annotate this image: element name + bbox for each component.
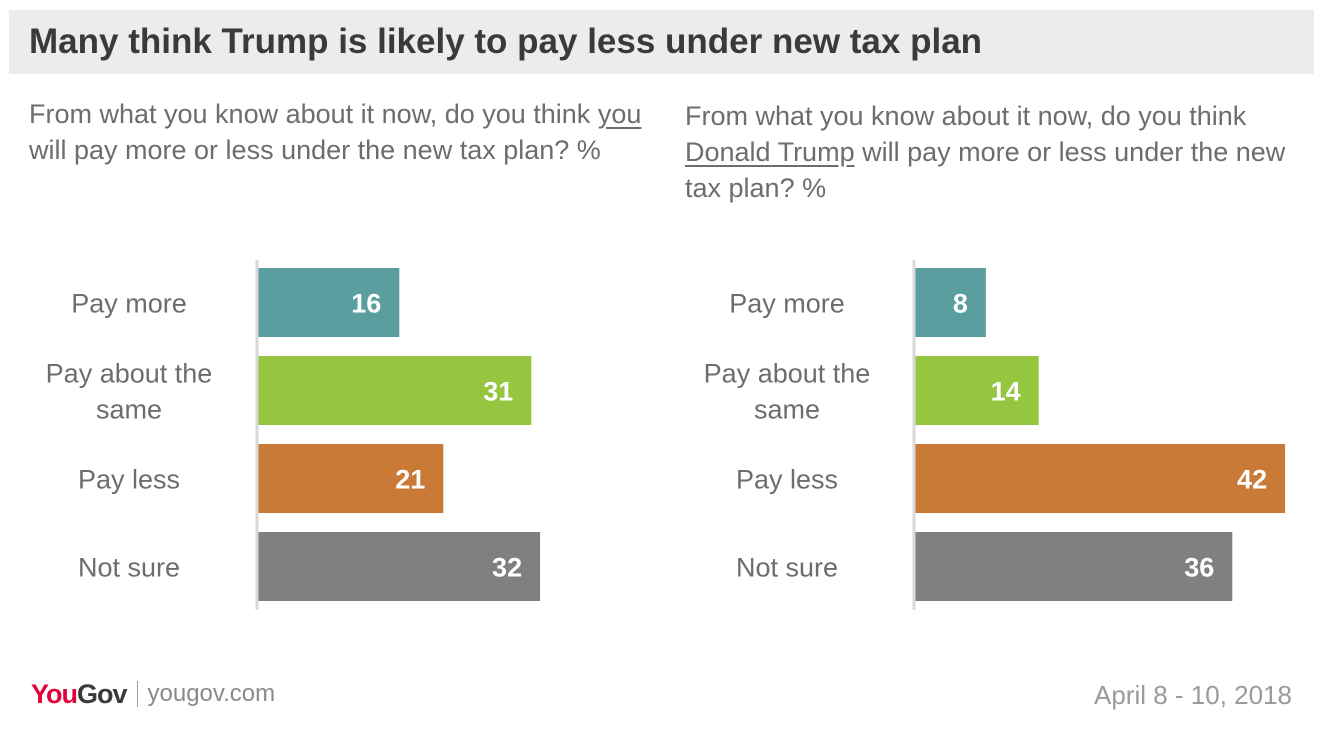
category-label: Pay about the same <box>46 359 213 425</box>
question-right-after: will pay more or less under the new tax … <box>685 137 1286 203</box>
bar-not-sure <box>915 532 1233 601</box>
question-left-after: will pay more or less under the new tax … <box>29 135 601 165</box>
category-label-line: Pay about the <box>704 359 871 389</box>
category-label-line: Pay less <box>78 465 180 495</box>
bar-chart-right: 8 Pay more 14 Pay about the same 42 Pay less 36… <box>704 260 1286 610</box>
brand-divider <box>136 681 138 707</box>
question-right: From what you know about it now, do you … <box>685 98 1305 206</box>
value-label: 21 <box>395 465 425 495</box>
value-label: 32 <box>492 553 522 583</box>
bar-pay-more <box>258 268 400 337</box>
question-left-before: From what you know about it now, do you … <box>29 99 598 129</box>
category-label: Not sure <box>736 553 838 583</box>
bar-pay-less <box>915 444 1286 513</box>
category-label-line: Pay less <box>736 465 838 495</box>
survey-date: April 8 - 10, 2018 <box>1093 680 1292 710</box>
value-label: 36 <box>1184 553 1214 583</box>
question-right-underlined: Donald Trump <box>685 137 855 167</box>
category-label-line: same <box>754 395 820 425</box>
bar-pay-more <box>915 268 986 337</box>
bar-not-sure <box>258 532 541 601</box>
category-label: Pay less <box>78 465 180 495</box>
category-label: Not sure <box>78 553 180 583</box>
category-label: Pay about the same <box>704 359 871 425</box>
question-left-underlined: you <box>597 99 642 129</box>
bar-pay-about-the-same <box>258 356 532 425</box>
value-label: 31 <box>483 377 513 407</box>
category-label: Pay more <box>71 289 187 319</box>
category-label-line: Pay more <box>729 289 845 319</box>
site-link[interactable]: yougov.com <box>147 680 276 707</box>
value-label: 42 <box>1237 465 1267 495</box>
chart-title: Many think Trump is likely to pay less u… <box>29 22 983 61</box>
category-label: Pay more <box>729 289 845 319</box>
bar-chart-left: 16 Pay more 31 Pay about the same 21 Pay less 3… <box>46 260 541 610</box>
question-right-before: From what you know about it now, do you … <box>685 101 1247 131</box>
bar-pay-about-the-same <box>915 356 1039 425</box>
brand: YouGov yougov.com <box>31 676 275 712</box>
category-label-line: Not sure <box>736 553 838 583</box>
value-label: 16 <box>351 289 381 319</box>
value-label: 14 <box>991 377 1021 407</box>
category-label-line: Pay about the <box>46 359 213 389</box>
question-left: From what you know about it now, do you … <box>29 96 649 168</box>
value-label: 8 <box>953 289 968 319</box>
category-label-line: Pay more <box>71 289 187 319</box>
bar-pay-less <box>258 444 444 513</box>
yougov-logo[interactable]: YouGov <box>31 678 128 709</box>
category-label-line: same <box>96 395 162 425</box>
category-label: Pay less <box>736 465 838 495</box>
category-label-line: Not sure <box>78 553 180 583</box>
title-bar: Many think Trump is likely to pay less u… <box>9 10 1314 74</box>
